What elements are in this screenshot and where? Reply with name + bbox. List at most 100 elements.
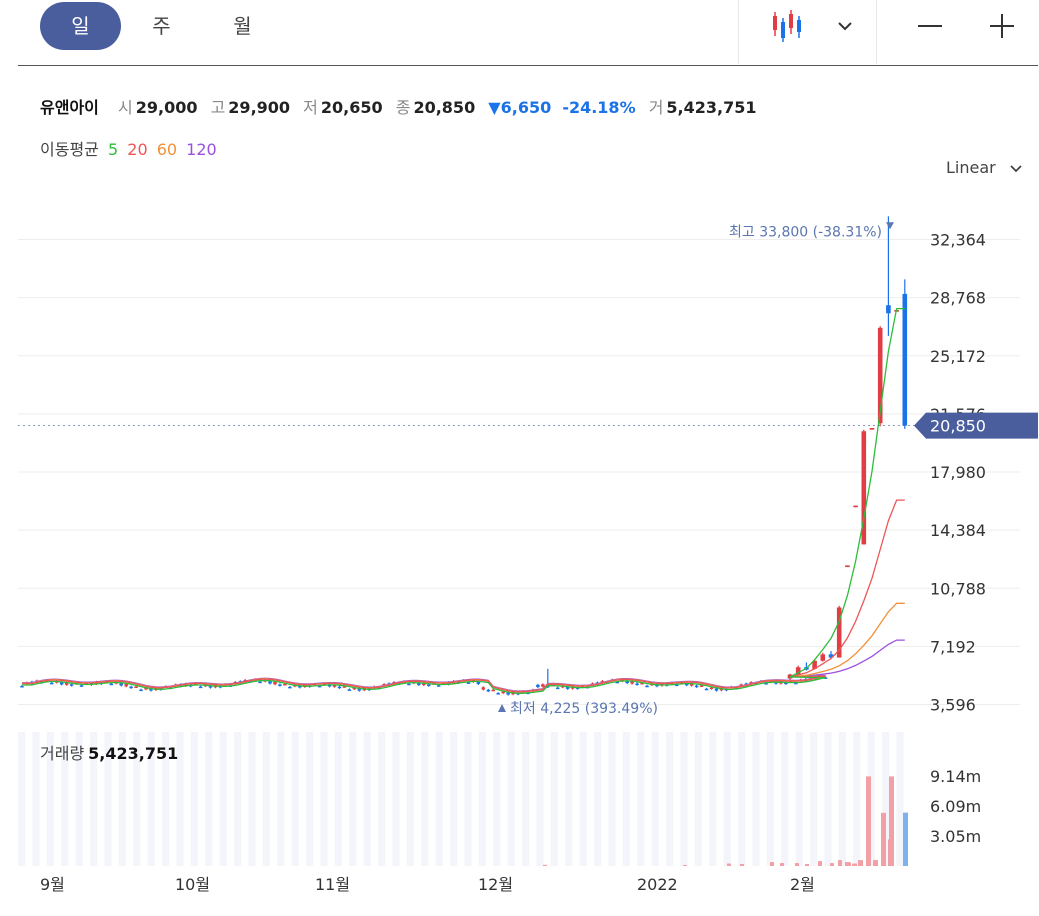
candle-body (555, 687, 560, 690)
volume-bg-stripe (75, 732, 83, 866)
volume-bg-stripe (262, 732, 270, 866)
candle-body (625, 680, 629, 684)
current-price-badge (914, 412, 1038, 439)
volume-bg-stripe (277, 732, 285, 866)
change-percent: -24.18% (562, 98, 636, 117)
candle-body (332, 684, 337, 687)
candle-body (640, 682, 644, 685)
volume-bg-stripe (738, 732, 746, 866)
volume-bg-stripe (579, 732, 587, 866)
volume-bg-stripe (795, 732, 803, 866)
volume-value: 5,423,751 (666, 98, 757, 117)
ma-label: 이동평균 (40, 140, 99, 159)
volume-bg-stripe (421, 732, 429, 866)
candle-body (789, 681, 793, 683)
low-annotation: 최저 4,225 (393.49%) (510, 701, 658, 717)
candle-body (50, 682, 54, 685)
zoom-out-button[interactable] (910, 6, 950, 46)
volume-bg-stripe (190, 732, 198, 866)
volume-bg-stripe (219, 732, 227, 866)
chart-type-dropdown[interactable] (830, 6, 860, 46)
volume-bg-stripe (46, 732, 54, 866)
tab-monthly[interactable]: 월 (233, 14, 252, 38)
open-label: 시 (117, 98, 133, 117)
volume-bar (770, 862, 774, 866)
volume-bg-stripe (435, 732, 443, 866)
candle-body (258, 681, 262, 684)
top-toolbar: 일 주 월 (0, 0, 1039, 66)
candle-body (268, 681, 272, 684)
high-marker-icon (886, 222, 894, 230)
tab-daily[interactable]: 일 (40, 2, 121, 50)
candle-body (283, 683, 287, 686)
volume-bg-stripe (637, 732, 645, 866)
volume-bar (780, 863, 784, 866)
volume-bg-stripe (550, 732, 558, 866)
x-axis-label: 2월 (790, 875, 815, 894)
volume-bar (683, 865, 687, 866)
candle-body (680, 682, 684, 684)
volume-bg-stripe (176, 732, 184, 866)
ma-120[interactable]: 120 (186, 140, 217, 159)
volume-bg-stripe (133, 732, 141, 866)
volume-bar (795, 863, 799, 866)
volume-bg-stripe (651, 732, 659, 866)
volume-title-label: 거래량 (40, 744, 85, 763)
tab-weekly[interactable]: 주 (152, 14, 171, 38)
price-tick-label: 7,192 (930, 637, 976, 656)
ma-20[interactable]: 20 (127, 140, 148, 159)
volume-bar (852, 863, 857, 866)
candle-body (337, 686, 342, 689)
volume-bg-stripe (478, 732, 486, 866)
volume-tick-label: 9.14m (930, 767, 981, 786)
volume-bg-stripe (234, 732, 242, 866)
candle-body (436, 685, 441, 687)
volume-bar (845, 862, 850, 866)
candle-body (198, 686, 203, 689)
low-label: 저 (303, 98, 318, 117)
zoom-in-button[interactable] (982, 6, 1022, 46)
ma-20-line (22, 499, 905, 693)
x-axis-label: 12월 (478, 875, 513, 894)
volume-bg-stripe (32, 732, 40, 866)
close-value: 20,850 (413, 98, 476, 117)
candle-body (124, 684, 128, 687)
candle-body (764, 683, 768, 685)
candle-body (828, 654, 834, 658)
chart-type-button[interactable] (762, 6, 812, 46)
volume-bar (881, 812, 886, 866)
volume-bar (858, 860, 863, 866)
change-value: 6,650 (500, 98, 552, 117)
candle-body (853, 505, 858, 508)
candle-body (615, 681, 619, 684)
price-tick-label: 10,788 (930, 579, 986, 598)
candle-body (869, 428, 875, 430)
chevron-down-icon (838, 22, 852, 31)
candle-body (541, 684, 545, 687)
candle-body (694, 685, 699, 688)
x-axis-label: 11월 (315, 875, 350, 894)
volume-bar (818, 861, 822, 866)
ma-60[interactable]: 60 (156, 140, 178, 159)
candle-body (794, 682, 798, 685)
candle-body (129, 686, 133, 689)
volume-bar (543, 864, 547, 866)
toolbar-divider (738, 0, 739, 64)
volume-bg-stripe (450, 732, 458, 866)
volume-bg-stripe (680, 732, 688, 866)
volume-bg-stripe (406, 732, 414, 866)
volume-bar (805, 864, 809, 866)
volume-bg-stripe (18, 732, 26, 866)
volume-bar (903, 812, 908, 866)
ma-5[interactable]: 5 (107, 140, 119, 159)
scale-selector[interactable]: Linear (946, 158, 1023, 177)
candle-body (278, 684, 282, 686)
plus-icon (990, 14, 1014, 38)
close-label: 종 (395, 98, 411, 117)
volume-bg-stripe (565, 732, 573, 866)
candle-body (714, 688, 719, 691)
candle-body (288, 686, 292, 689)
high-label: 고 (210, 98, 226, 117)
candle-body (20, 686, 24, 688)
